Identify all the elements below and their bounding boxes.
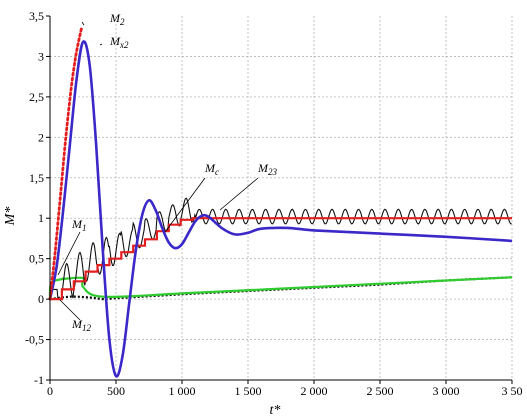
annotation-subscript: 1 xyxy=(82,223,87,233)
series-line-m23 xyxy=(50,217,512,301)
x-tick-label: 2 000 xyxy=(301,384,328,398)
annotation-leader-m2 xyxy=(81,21,85,26)
annotation-subscript: x2 xyxy=(119,40,129,50)
x-tick-label: 0 xyxy=(47,384,53,398)
y-tick-label: 0,5 xyxy=(29,252,44,266)
series-line-m12 xyxy=(49,276,513,301)
series-layer xyxy=(48,25,513,378)
annotation-leader-mx2 xyxy=(99,43,103,46)
series-line-mc xyxy=(50,197,512,300)
annotation-subscript: 23 xyxy=(268,167,278,177)
annotation-subscript: 12 xyxy=(82,323,92,333)
grid-layer xyxy=(50,16,513,381)
x-tick-label: 3 50 xyxy=(502,384,523,398)
x-tick-label: 1 000 xyxy=(169,384,196,398)
y-tick-label: 1,5 xyxy=(29,171,44,185)
series-line-m2 xyxy=(48,25,84,301)
y-tick-label: -0,5 xyxy=(25,333,44,347)
y-tick-label: 0 xyxy=(38,292,44,306)
annotation-leader-mc xyxy=(164,177,206,233)
y-tick-label: 3 xyxy=(38,49,44,63)
annotation-subscript: 2 xyxy=(120,17,125,27)
x-tick-label: 1 500 xyxy=(235,384,262,398)
x-tick-label: 500 xyxy=(107,384,125,398)
series-line-m1 xyxy=(48,276,513,300)
y-tick-label: 3,5 xyxy=(29,9,44,23)
y-axis-label: M* xyxy=(3,207,18,227)
series-line-mx2 xyxy=(48,40,513,378)
y-tick-label: -1 xyxy=(34,373,44,387)
annotation-leader-m23 xyxy=(219,177,259,211)
x-tick-label: 3 000 xyxy=(433,384,460,398)
y-tick-label: 1 xyxy=(38,211,44,225)
y-tick-label: 2 xyxy=(38,130,44,144)
x-axis-label: t* xyxy=(270,403,281,418)
tick-layer: 0 500 1 000 1 500 2 000 2 500 3 000 3 50 -1 -0,5 0… xyxy=(25,9,523,398)
y-tick-label: 2,5 xyxy=(29,90,44,104)
x-tick-label: 2 500 xyxy=(367,384,394,398)
axis-layer xyxy=(46,15,513,384)
annotation-leader-m12 xyxy=(59,299,81,321)
annotation-leader-m1 xyxy=(57,231,81,276)
annotation-subscript: c xyxy=(215,167,219,177)
